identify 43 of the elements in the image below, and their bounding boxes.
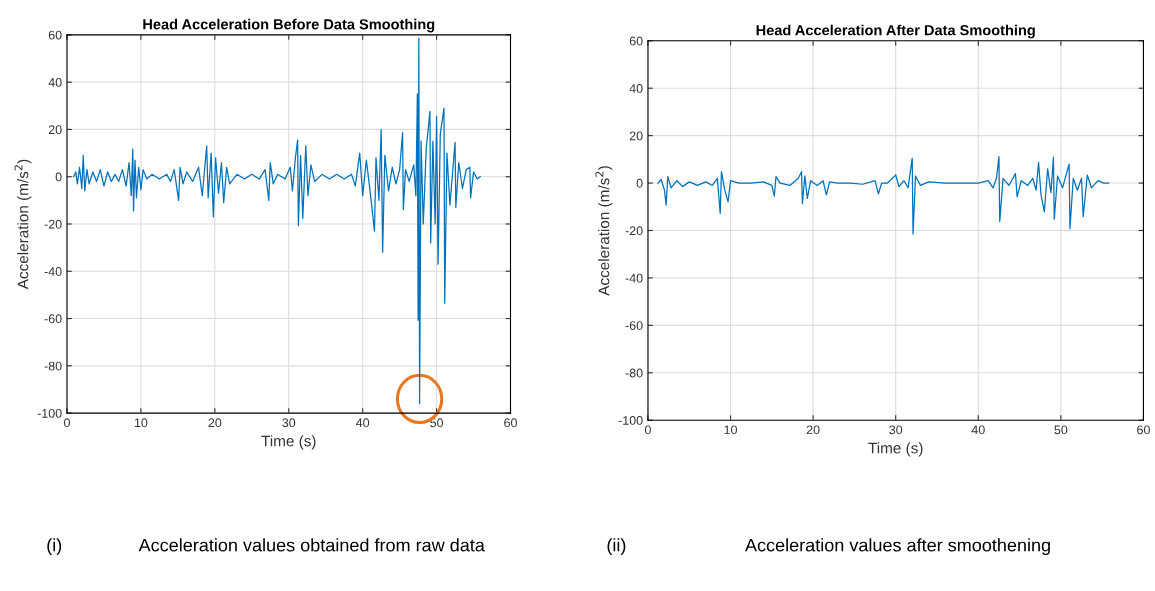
x-axis-title: Time (s): [261, 435, 316, 450]
y-tick-label: 0: [55, 172, 62, 182]
x-tick-label: 60: [1137, 425, 1150, 435]
text: Acceleration values obtained from raw data: [138, 538, 485, 552]
x-tick-label: 10: [724, 425, 737, 435]
x-tick-label: 30: [282, 418, 296, 428]
y-tick-label: -100: [37, 408, 62, 418]
x-tick-label: 40: [356, 418, 370, 428]
y-tick-label: -20: [625, 226, 643, 236]
y-tick-label: -80: [625, 368, 643, 378]
y-tick-label: -40: [44, 267, 62, 276]
y-tick-label: 20: [48, 125, 62, 135]
x-tick-label: 0: [64, 418, 70, 428]
text: (i): [47, 538, 62, 556]
y-tick-label: 60: [48, 30, 62, 40]
x-tick-label: 20: [208, 418, 222, 428]
line-series: [657, 156, 1110, 235]
x-tick-label: 0: [644, 425, 651, 435]
y-tick-label: -20: [44, 219, 62, 229]
y-tick-label: -80: [44, 361, 62, 371]
y-axis-title: Acceleration (m/s$^{2}$): [14, 159, 32, 290]
x-tick-label: 40: [971, 425, 985, 435]
y-tick-label: 20: [629, 131, 643, 141]
y-tick-label: 40: [629, 84, 643, 93]
chart-title: Head Acceleration After Data Smoothing: [756, 24, 1035, 39]
y-tick-label: -40: [625, 273, 643, 283]
text: Acceleration values after smoothening: [745, 538, 1050, 556]
x-axis-title: Time (s): [868, 442, 923, 457]
y-tick-label: -60: [44, 314, 62, 324]
y-tick-label: -60: [625, 321, 643, 330]
y-tick-label: 40: [48, 77, 62, 87]
chart-title: Head Acceleration Before Data Smoothing: [143, 18, 435, 33]
x-tick-label: 50: [1054, 425, 1068, 435]
y-tick-label: 0: [636, 178, 643, 188]
x-tick-label: 30: [889, 425, 903, 435]
line-series: [73, 37, 481, 405]
x-tick-label: 10: [134, 418, 148, 428]
y-axis-title: Acceleration (m/s$^{2}$): [595, 166, 613, 296]
x-tick-label: 20: [806, 425, 820, 435]
x-tick-label: 60: [504, 418, 517, 428]
y-tick-label: 60: [629, 36, 643, 46]
y-tick-label: -100: [618, 416, 643, 425]
text: (ii): [607, 538, 626, 556]
